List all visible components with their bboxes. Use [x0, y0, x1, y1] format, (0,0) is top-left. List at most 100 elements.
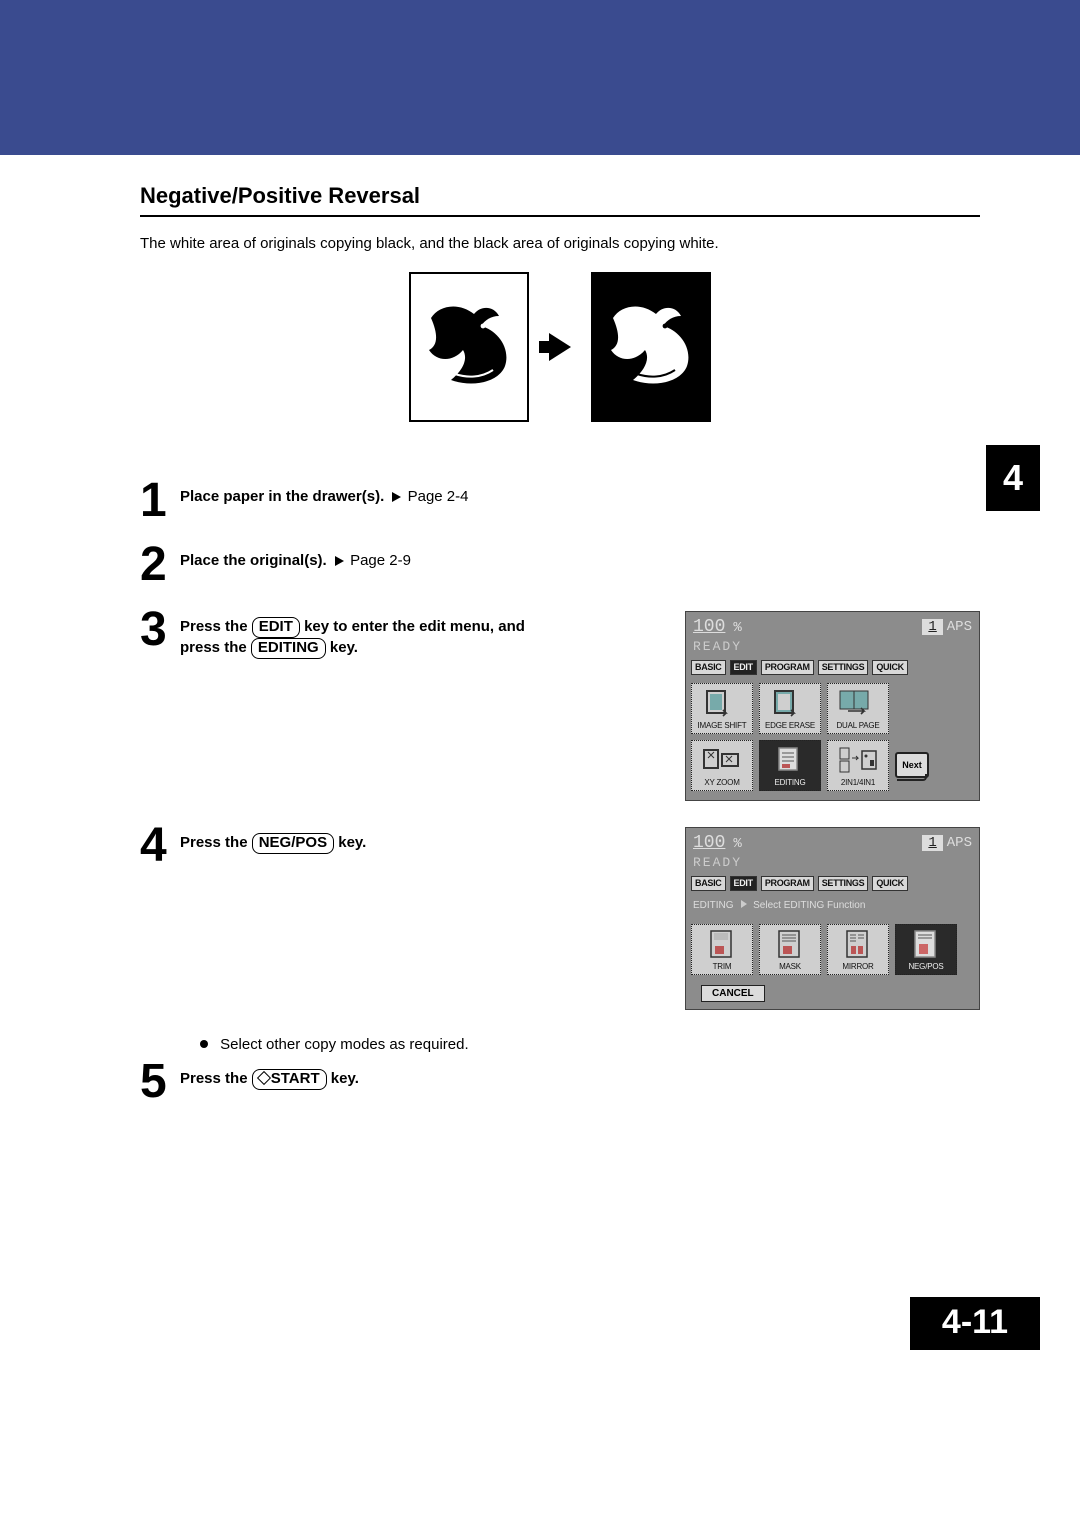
- lcd-header: 100 % 1 APS: [691, 833, 974, 855]
- lcd-btn-xy-zoom[interactable]: XY ZOOM: [691, 740, 753, 791]
- lcd-tab-edit[interactable]: EDIT: [730, 876, 757, 891]
- lcd-btn-edge-erase[interactable]: EDGE ERASE: [759, 683, 821, 734]
- lcd-count: 1: [922, 619, 942, 635]
- lcd-label: IMAGE SHIFT: [698, 721, 747, 730]
- start-key-label: START: [271, 1070, 320, 1087]
- steps-list: 1 Place paper in the drawer(s). Page 2-4…: [140, 482, 980, 1101]
- lcd-ready: READY: [691, 639, 974, 658]
- illustration-negative: [591, 272, 711, 422]
- edge-erase-icon: [770, 687, 810, 719]
- dual-page-icon: [838, 687, 878, 719]
- step-body: Place paper in the drawer(s). Page 2-4: [180, 482, 980, 505]
- lcd-screen-editing: 100 % 1 APS READY BASIC EDIT: [685, 827, 980, 1010]
- step-text-part: key.: [338, 834, 366, 851]
- lcd-btn-dual-page[interactable]: DUAL PAGE: [827, 683, 889, 734]
- lcd-btn-mirror[interactable]: MIRROR: [827, 924, 889, 975]
- lcd-tab-basic[interactable]: BASIC: [691, 876, 726, 891]
- bullet-text: Select other copy modes as required.: [220, 1036, 468, 1053]
- lcd-label: EDGE ERASE: [765, 721, 815, 730]
- step-number: 2: [140, 546, 180, 584]
- step-body: Press the START key.: [180, 1063, 980, 1090]
- lcd-label: DUAL PAGE: [836, 721, 879, 730]
- intro-text: The white area of originals copying blac…: [140, 235, 980, 252]
- page-ref: Page 2-4: [408, 488, 469, 505]
- lcd-tab-quick[interactable]: QUICK: [872, 660, 908, 675]
- lcd-btn-mask[interactable]: MASK: [759, 924, 821, 975]
- lcd-tab-program[interactable]: PROGRAM: [761, 660, 814, 675]
- lcd-label: TRIM: [713, 962, 732, 971]
- lcd-btn-negpos[interactable]: NEG/POS: [895, 924, 957, 975]
- trim-icon: [702, 928, 742, 960]
- image-shift-icon: [702, 687, 742, 719]
- lcd-btn-2in1-4in1[interactable]: 2IN1/4IN1: [827, 740, 889, 791]
- lcd-subheader: EDITING Select EDITING Function: [691, 897, 974, 914]
- lcd-label: 2IN1/4IN1: [841, 778, 875, 787]
- edit-key: EDIT: [252, 617, 300, 638]
- lcd-btn-next[interactable]: Next: [895, 752, 929, 778]
- lcd-count: 1: [922, 835, 942, 851]
- header-band: [0, 0, 1080, 155]
- step-text-part: key.: [331, 1070, 359, 1087]
- negpos-key: NEG/POS: [252, 833, 334, 854]
- lcd-tab-quick[interactable]: QUICK: [872, 876, 908, 891]
- lcd-btn-cancel[interactable]: CANCEL: [701, 985, 765, 1002]
- lcd-tab-basic[interactable]: BASIC: [691, 660, 726, 675]
- step-text-part: Press the: [180, 834, 252, 851]
- lcd-tab-program[interactable]: PROGRAM: [761, 876, 814, 891]
- editing-key: EDITING: [251, 638, 326, 659]
- diamond-icon: [257, 1071, 271, 1085]
- step-number: 5: [140, 1063, 180, 1101]
- lcd-tab-settings[interactable]: SETTINGS: [818, 876, 869, 891]
- step-3: 3 Press the EDIT key to enter the edit m…: [140, 611, 980, 801]
- title-underline: [140, 215, 980, 217]
- step-1: 1 Place paper in the drawer(s). Page 2-4: [140, 482, 980, 520]
- section-title: Negative/Positive Reversal: [140, 183, 980, 209]
- lcd-label: XY ZOOM: [704, 778, 739, 787]
- step-text: Place the original(s).: [180, 552, 327, 569]
- lcd-panel: 100 % 1 APS READY BASIC EDIT: [685, 827, 980, 1010]
- lcd-sub-hint: Select EDITING Function: [753, 900, 865, 911]
- lcd-tab-settings[interactable]: SETTINGS: [818, 660, 869, 675]
- lcd-zoom: 100: [693, 833, 725, 853]
- illustration-positive: [409, 272, 529, 422]
- mirror-icon: [838, 928, 878, 960]
- illustration-row: [140, 272, 980, 422]
- lcd-label: MIRROR: [842, 962, 873, 971]
- step-text: Place paper in the drawer(s).: [180, 488, 384, 505]
- lcd-btn-trim[interactable]: TRIM: [691, 924, 753, 975]
- step-body: Press the NEG/POS key.: [180, 827, 655, 854]
- step-text-part: press the: [180, 639, 251, 656]
- lcd-btn-editing[interactable]: EDITING: [759, 740, 821, 791]
- lcd-btn-image-shift[interactable]: IMAGE SHIFT: [691, 683, 753, 734]
- lcd-pct: %: [733, 620, 741, 636]
- page: 4 Negative/Positive Reversal The white a…: [0, 0, 1080, 1350]
- step-number: 4: [140, 827, 180, 865]
- step-number: 1: [140, 482, 180, 520]
- start-key: START: [252, 1069, 327, 1090]
- lcd-tab-edit[interactable]: EDIT: [730, 660, 757, 675]
- step-body: Place the original(s). Page 2-9: [180, 546, 980, 569]
- step-number: 3: [140, 611, 180, 649]
- chapter-badge: 4: [986, 445, 1040, 511]
- step-text-part: key to enter the edit menu, and: [304, 618, 525, 635]
- lcd-sub-label: EDITING: [693, 900, 734, 911]
- lcd-label: MASK: [779, 962, 801, 971]
- page-ref-arrow-icon: [335, 556, 344, 566]
- step-4: 4 Press the NEG/POS key. 100 %: [140, 827, 980, 1010]
- negpos-icon: [906, 928, 946, 960]
- lcd-zoom: 100: [693, 617, 725, 637]
- lcd-edit-grid: IMAGE SHIFT EDGE ERASE: [691, 681, 974, 793]
- page-ref: Page 2-9: [350, 552, 411, 569]
- arrow-right-icon: [549, 333, 571, 361]
- lcd-ready: READY: [691, 855, 974, 874]
- step-body: Press the EDIT key to enter the edit men…: [180, 611, 655, 659]
- mask-icon: [770, 928, 810, 960]
- lcd-screen-edit: 100 % 1 APS READY BASIC EDIT: [685, 611, 980, 801]
- step-5: 5 Press the START key.: [140, 1063, 980, 1101]
- whale-icon: [419, 300, 519, 390]
- lcd-header: 100 % 1 APS: [691, 617, 974, 639]
- lcd-panel: 100 % 1 APS READY BASIC EDIT: [685, 611, 980, 801]
- content-area: Negative/Positive Reversal The white are…: [0, 155, 1080, 1167]
- triangle-icon: [741, 900, 747, 908]
- xy-zoom-icon: [702, 744, 742, 776]
